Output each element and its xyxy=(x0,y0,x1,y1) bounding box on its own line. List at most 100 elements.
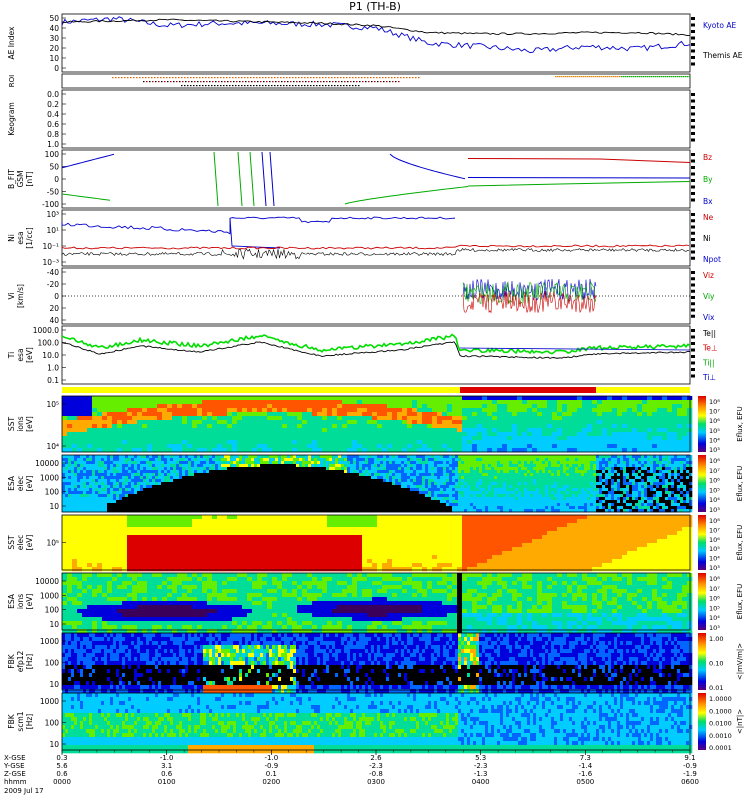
sst_ion-cell xyxy=(262,440,267,444)
roi-dot xyxy=(645,76,647,77)
sst_ion-cell xyxy=(622,416,627,420)
esa_electron-cell xyxy=(425,479,428,482)
esa_electron-cell xyxy=(161,473,164,476)
esa_electron-cell xyxy=(104,455,107,458)
esa_electron-cell xyxy=(128,464,131,467)
esa_electron-cell xyxy=(263,467,266,470)
esa_electron-cell xyxy=(365,491,368,494)
esa_electron-cell xyxy=(149,494,152,497)
esa_electron-cell xyxy=(341,497,344,500)
esa_electron-cell xyxy=(149,464,152,467)
esa_electron-cell xyxy=(245,503,248,506)
roi-dot xyxy=(299,81,301,82)
sst_ion-cell xyxy=(567,408,572,412)
esa_electron-cell xyxy=(326,458,329,461)
esa_electron-cell xyxy=(146,491,149,494)
roi-dot xyxy=(391,77,393,78)
esa_electron-cell xyxy=(368,494,371,497)
esa_electron-cell xyxy=(269,497,272,500)
sst_ion-cell xyxy=(117,404,122,408)
esa_electron-cell xyxy=(212,470,215,473)
roi-dot xyxy=(356,81,358,82)
esa_electron-cell xyxy=(278,455,281,458)
sst_ion-cell xyxy=(227,440,232,444)
esa_electron-cell xyxy=(452,482,455,485)
sst_ion-cell xyxy=(672,432,677,436)
esa_electron-cell xyxy=(395,503,398,506)
sst_ion-cell xyxy=(452,424,457,428)
esa_electron-cell xyxy=(203,488,206,491)
sst_ion-cell xyxy=(267,432,272,436)
temperature-ylabel-0: Ti xyxy=(7,352,16,359)
ae_index-ytick-label: 30 xyxy=(49,34,59,43)
esa_electron-cell xyxy=(236,491,239,494)
sst_ion-cell xyxy=(182,444,187,448)
roi-dot xyxy=(241,85,243,86)
esa_electron-cell xyxy=(260,470,263,473)
esa_electron-cell xyxy=(440,506,443,509)
esa_electron-cell xyxy=(323,455,326,458)
sst_ion-cell xyxy=(247,432,252,436)
sst_ion-cell xyxy=(662,412,667,416)
roi-dot xyxy=(577,76,579,77)
roi-dot xyxy=(561,76,563,77)
esa_electron-cell xyxy=(455,467,458,470)
sst_ion-cell xyxy=(167,424,172,428)
esa_electron-cell xyxy=(464,461,467,464)
esa_electron-cell xyxy=(281,458,284,461)
sst_ion-cell xyxy=(462,428,467,432)
sst_ion-cell xyxy=(447,416,452,420)
esa_electron-cell xyxy=(149,476,152,479)
roi-dot xyxy=(139,77,141,78)
esa_electron-cell xyxy=(80,473,83,476)
sst_ion-cell xyxy=(237,396,242,400)
sst_ion-cell xyxy=(432,412,437,416)
sst_ion-cell xyxy=(297,432,302,436)
roi-dot xyxy=(316,85,318,86)
sst_ion-cell xyxy=(402,424,407,428)
esa_electron-cell xyxy=(269,503,272,506)
esa_electron-cell xyxy=(248,455,251,458)
roi-dot xyxy=(223,77,225,78)
ae_index-ytick-label: 20 xyxy=(49,44,59,53)
esa_electron-cell xyxy=(176,494,179,497)
esa_electron-cell xyxy=(302,479,305,482)
sst_ion-cell xyxy=(632,428,637,432)
esa_electron-cell xyxy=(77,467,80,470)
roi-dot xyxy=(573,76,575,77)
roi-dot xyxy=(191,81,193,82)
sst_ion-cell xyxy=(472,416,477,420)
sst_ion-cell xyxy=(557,396,562,400)
esa_electron-cell xyxy=(374,488,377,491)
esa_electron-cell xyxy=(293,506,296,509)
esa_electron-cell xyxy=(317,470,320,473)
esa_electron-cell xyxy=(98,479,101,482)
esa_electron-cell xyxy=(260,497,263,500)
esa_electron-cell xyxy=(353,500,356,503)
sst_ion-cell xyxy=(517,416,522,420)
esa_electron-cell xyxy=(473,497,476,500)
esa_electron-cell xyxy=(173,488,176,491)
esa_electron-cell xyxy=(212,488,215,491)
esa_electron-cell xyxy=(128,482,131,485)
sst_ion-cell xyxy=(452,440,457,444)
esa_electron-cell xyxy=(221,503,224,506)
esa_electron-cell xyxy=(110,470,113,473)
sst_ion-cell xyxy=(342,440,347,444)
esa_electron-cell xyxy=(236,473,239,476)
esa_electron-cell xyxy=(89,506,92,509)
sst_ion-cell xyxy=(272,428,277,432)
esa_electron-cell xyxy=(344,506,347,509)
roi-dot xyxy=(136,77,138,78)
sst_ion-cell xyxy=(187,424,192,428)
sst_ion-cell xyxy=(257,436,262,440)
sst_ion-cell xyxy=(447,428,452,432)
sst_ion-cell xyxy=(277,428,282,432)
esa_electron-cell xyxy=(410,500,413,503)
esa_electron-cell xyxy=(434,497,437,500)
esa_electron-cell xyxy=(383,503,386,506)
sst_ion-cell xyxy=(97,400,102,404)
sst_ion-cell xyxy=(252,408,257,412)
esa_electron-cell xyxy=(152,467,155,470)
esa_electron-cell xyxy=(65,458,68,461)
